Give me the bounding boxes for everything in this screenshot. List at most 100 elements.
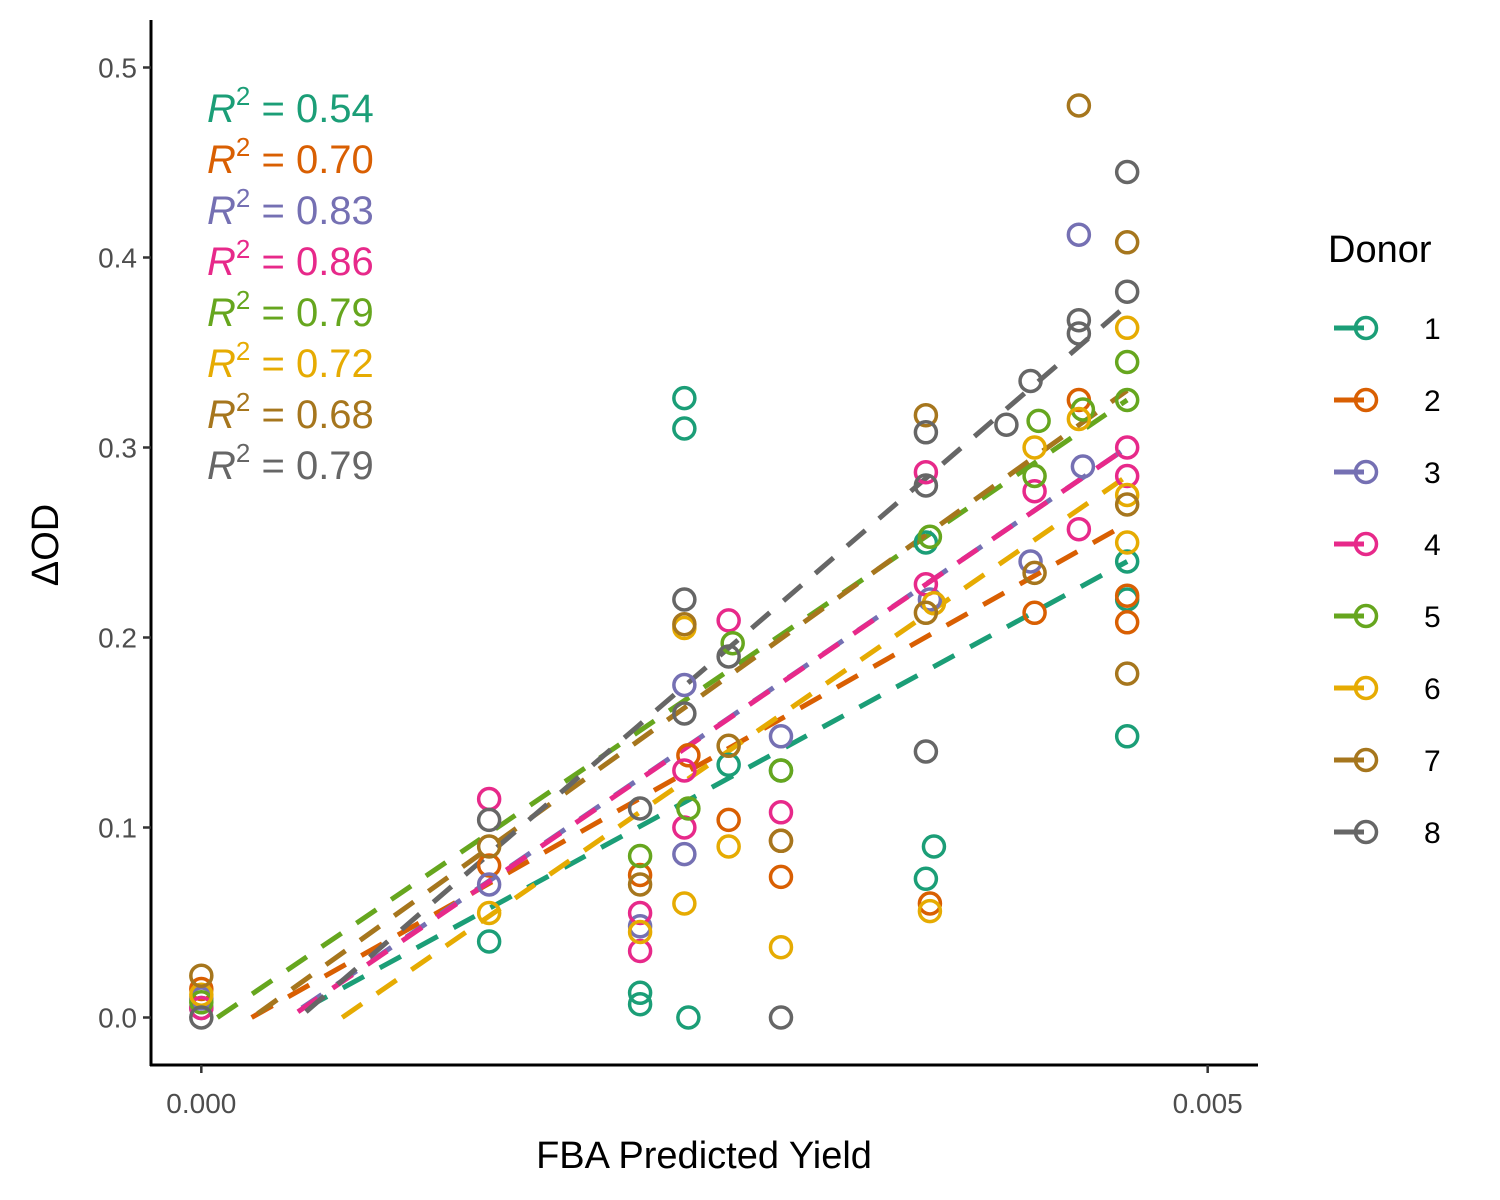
- data-point-donor-6: [1114, 315, 1140, 341]
- data-point-donor-8: [672, 701, 697, 726]
- data-point-donor-7: [716, 733, 741, 759]
- legend-key-marker: [1353, 315, 1379, 341]
- data-point-donor-8: [627, 796, 653, 821]
- data-point-donor-3: [672, 841, 697, 867]
- data-point-donor-5: [720, 630, 745, 656]
- legend-label: 3: [1424, 457, 1441, 490]
- x-tick-label: 0.000: [166, 1088, 236, 1119]
- data-point-donor-1: [627, 991, 653, 1017]
- data-point-donor-7: [913, 600, 939, 626]
- data-point-donor-6: [1114, 482, 1140, 508]
- data-point-donor-8: [768, 1005, 794, 1030]
- legend-key-marker: [1353, 603, 1379, 629]
- data-point-donor-5: [1114, 387, 1140, 413]
- y-axis-title: ΔOD: [25, 504, 67, 586]
- data-point-donor-6: [917, 898, 943, 924]
- r2-annotation: R2 = 0.68: [207, 387, 374, 437]
- data-point-donor-2: [1114, 610, 1140, 635]
- data-point-donor-8: [913, 473, 939, 498]
- r2-annotation: R2 = 0.72: [207, 336, 374, 386]
- y-tick-label: 0.3: [98, 433, 137, 464]
- data-point-donor-2: [627, 862, 653, 888]
- data-point-donor-2: [1114, 583, 1140, 608]
- data-point-donor-2: [676, 743, 701, 768]
- data-point-donor-7: [1022, 560, 1047, 586]
- data-point-donor-4: [627, 900, 653, 926]
- data-point-donor-6: [716, 834, 741, 859]
- data-point-donor-2: [768, 864, 794, 890]
- legend-item-donor-6: 6: [1334, 673, 1441, 706]
- data-point-donor-8: [1066, 307, 1092, 333]
- data-point-donor-4: [1066, 516, 1092, 542]
- data-point-donor-8: [994, 412, 1019, 437]
- x-axis-title: FBA Predicted Yield: [536, 1135, 872, 1177]
- data-point-donor-1: [627, 980, 653, 1006]
- legend-item-donor-2: 2: [1334, 385, 1441, 418]
- data-point-donor-3: [1070, 454, 1096, 479]
- data-point-donor-7: [1066, 93, 1092, 118]
- data-point-donor-1: [1114, 724, 1140, 749]
- data-point-donor-2: [1022, 600, 1047, 626]
- trend-line-donor-6: [340, 473, 1129, 1020]
- data-point-donor-6: [189, 982, 214, 1007]
- data-point-donor-6: [476, 900, 502, 926]
- data-point-donor-8: [1114, 159, 1140, 185]
- x-axis-ticks: 0.000 0.005: [166, 1065, 1243, 1119]
- y-tick-label: 0.0: [98, 1003, 137, 1034]
- data-point-donor-7: [1114, 492, 1140, 517]
- data-point-donor-6: [768, 934, 794, 960]
- legend-key-marker: [1353, 387, 1379, 413]
- data-point-donor-1: [676, 1005, 701, 1030]
- data-point-donor-5: [917, 524, 943, 550]
- legend-label: 7: [1424, 745, 1441, 778]
- r2-annotation: R2 = 0.79: [207, 438, 374, 488]
- data-point-donor-6: [1022, 435, 1047, 460]
- trend-line-donor-7: [256, 388, 1129, 1016]
- data-point-donor-5: [768, 758, 794, 783]
- data-point-donor-3: [917, 587, 943, 612]
- legend-label: 5: [1424, 601, 1441, 634]
- legend-label: 6: [1424, 673, 1441, 706]
- data-point-donor-1: [913, 866, 939, 892]
- r2-annotation: R2 = 0.79: [207, 285, 374, 335]
- data-point-donor-8: [1066, 321, 1092, 346]
- legend-label: 2: [1424, 385, 1441, 418]
- data-point-donor-1: [672, 416, 697, 441]
- data-point-donor-1: [1114, 549, 1140, 574]
- data-point-donor-2: [917, 891, 943, 916]
- data-point-donor-4: [768, 800, 794, 825]
- data-point-donor-7: [913, 402, 939, 428]
- data-point-donor-5: [627, 843, 653, 869]
- data-point-donor-7: [1114, 230, 1140, 255]
- data-point-donor-8: [476, 807, 502, 833]
- data-points: [189, 93, 1140, 1030]
- data-point-donor-5: [1026, 408, 1051, 434]
- legend-key-marker: [1353, 747, 1379, 773]
- legend-title: Donor: [1328, 229, 1432, 271]
- data-point-donor-1: [476, 929, 502, 954]
- data-point-donor-3: [476, 872, 502, 897]
- data-point-donor-5: [189, 990, 214, 1015]
- trend-line-donor-8: [304, 303, 1129, 1014]
- data-point-donor-8: [189, 1005, 214, 1030]
- data-point-donor-4: [1114, 435, 1140, 460]
- data-point-donor-5: [1022, 463, 1047, 489]
- data-point-donor-6: [627, 919, 653, 945]
- data-point-donor-7: [189, 963, 214, 988]
- legend-key-marker: [1353, 531, 1379, 557]
- data-point-donor-6: [1114, 530, 1140, 555]
- y-tick-label: 0.4: [98, 243, 137, 274]
- r2-annotation: R2 = 0.70: [207, 132, 374, 182]
- r2-annotation: R2 = 0.86: [207, 234, 374, 284]
- data-point-donor-8: [672, 587, 697, 612]
- legend-item-donor-4: 4: [1334, 529, 1441, 562]
- data-point-donor-1: [672, 385, 697, 411]
- data-point-donor-3: [1018, 549, 1043, 574]
- data-point-donor-7: [476, 834, 502, 859]
- y-tick-label: 0.2: [98, 623, 137, 654]
- data-point-donor-5: [1114, 349, 1140, 375]
- legend-key-marker: [1353, 819, 1379, 845]
- legend-key-marker: [1353, 675, 1379, 701]
